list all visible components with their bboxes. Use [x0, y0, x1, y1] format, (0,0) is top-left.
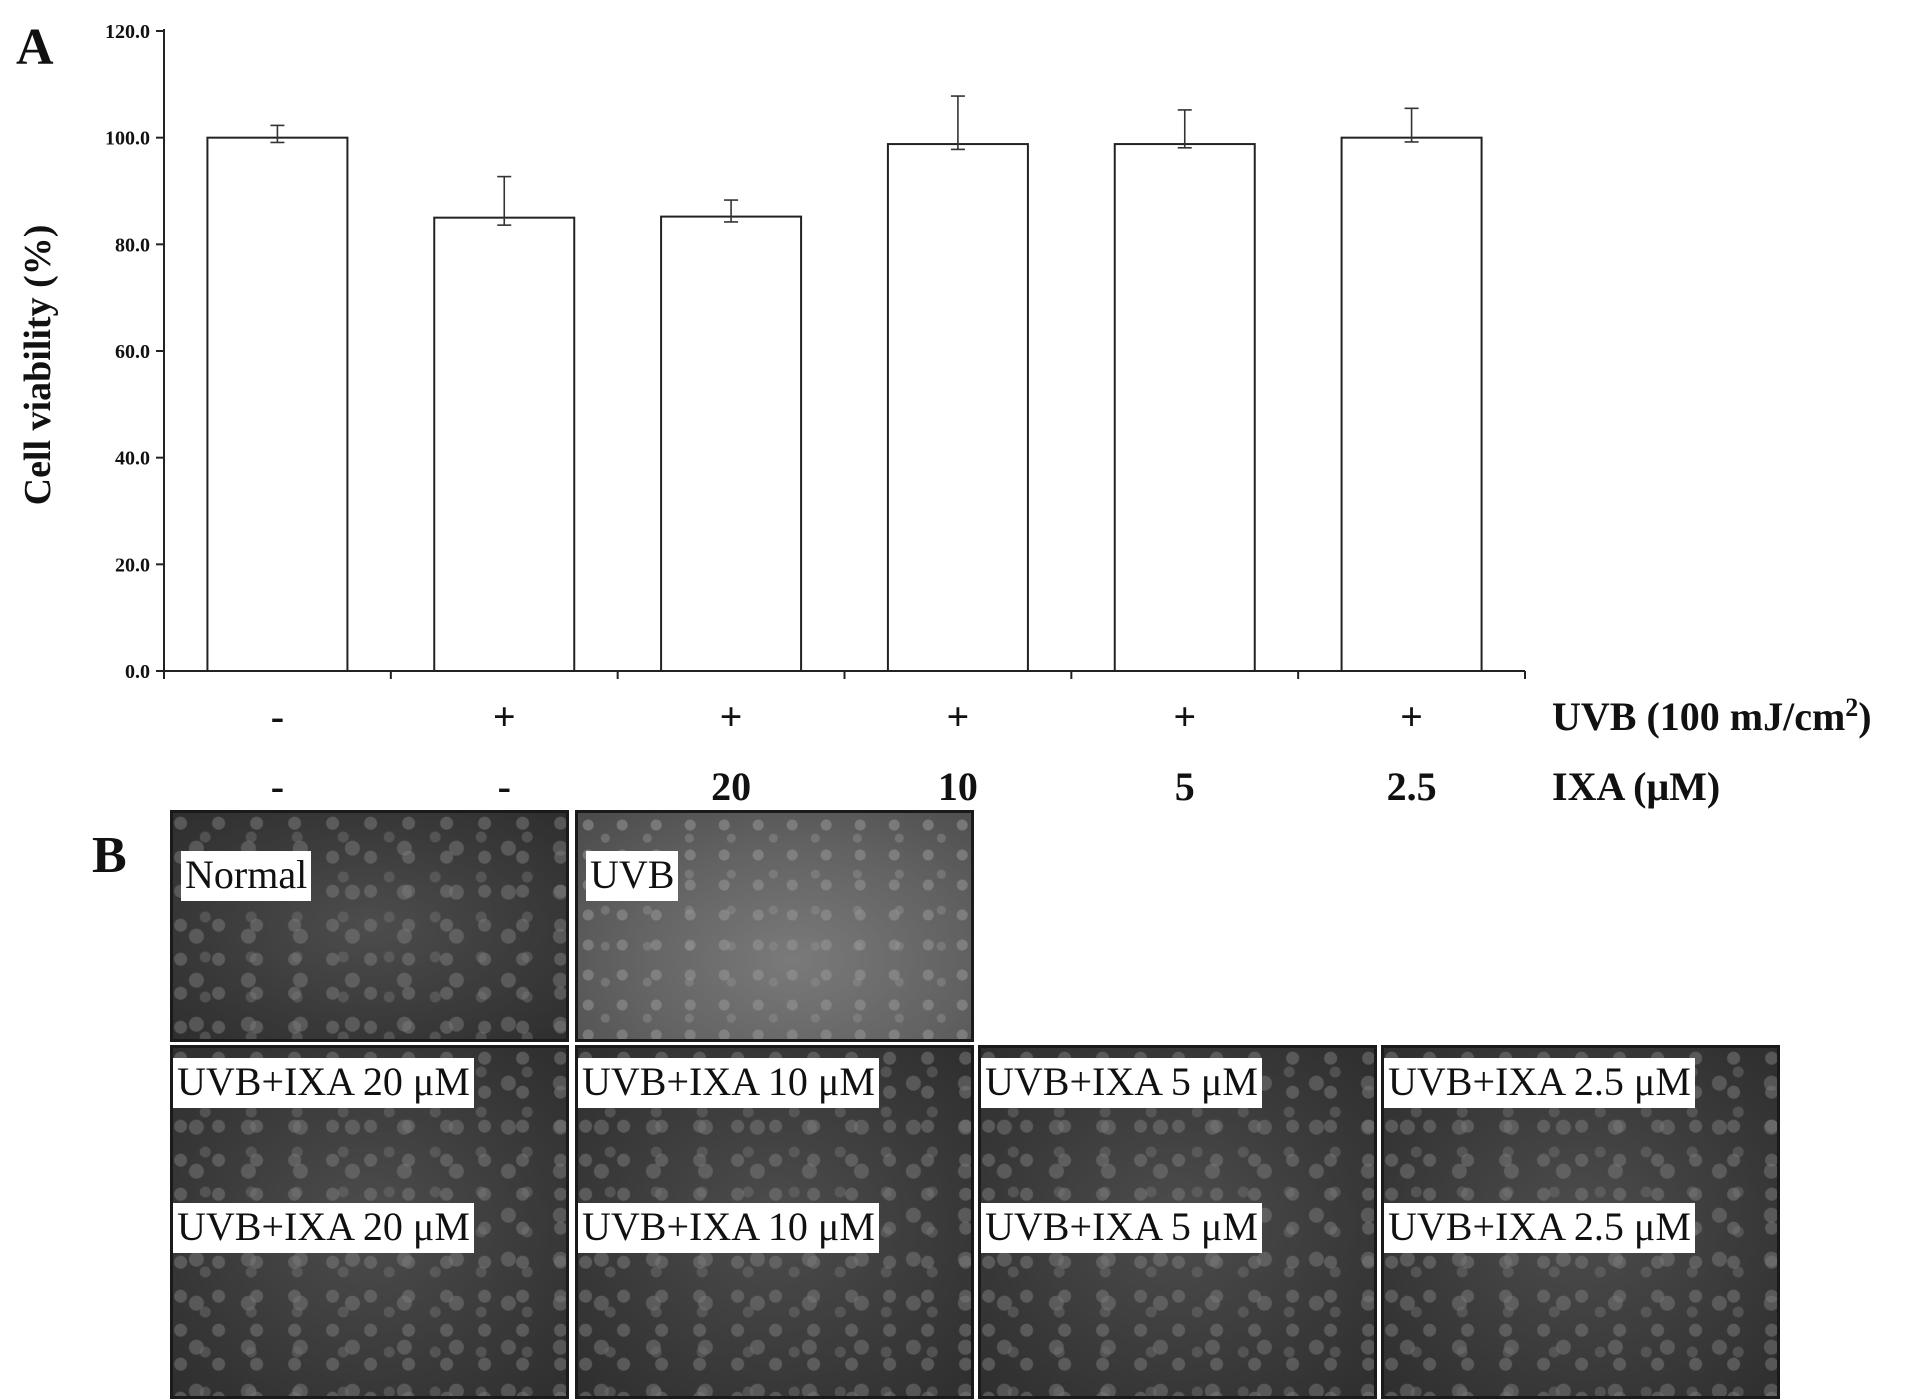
treatment-value: 5: [1175, 764, 1195, 809]
y-tick-label: 0.0: [125, 661, 150, 683]
micrograph-label: UVB+IXA 5 μM: [981, 1203, 1262, 1253]
micrograph-label: UVB+IXA 10 μM: [578, 1203, 879, 1253]
bar: [660, 215, 803, 672]
treatment-value: +: [947, 694, 970, 739]
panel-a-label: A: [16, 19, 54, 76]
chart-axes: 0.0 20.0 40.0 60.0 80.0 100.0 120.0: [105, 21, 1526, 683]
y-tick-label: 60.0: [115, 341, 150, 363]
treatment-value: +: [1173, 694, 1196, 739]
y-tick-label: 120.0: [105, 21, 150, 43]
treatment-row-label: UVB (100 mJ/cm2): [1552, 693, 1872, 739]
cell-viability-bar-chart: Cell viability (%) 0.0 20.0 40.0 60.0 80.0 10…: [17, 21, 1872, 809]
micrograph-panel: UVB+IXA 10 μM UVB+IXA 10 μM: [575, 1045, 974, 1399]
treatment-value: 20: [711, 764, 751, 809]
treatment-value: 2.5: [1387, 764, 1437, 809]
bar: [433, 216, 576, 673]
treatment-rows: - + + + + + UVB (100 mJ/cm2) - - 20 10 5 2.5 IXA (μM): [271, 693, 1872, 809]
micrograph-label: Normal: [181, 851, 312, 901]
y-tick-label: 100.0: [105, 128, 150, 150]
bar: [1340, 136, 1483, 672]
y-tick-label: 20.0: [115, 554, 150, 576]
y-tick-label: 40.0: [115, 448, 150, 470]
micrograph-label: UVB+IXA 20 μM: [173, 1058, 474, 1108]
treatment-value: +: [1400, 694, 1423, 739]
micrograph-label: UVB+IXA 5 μM: [981, 1058, 1262, 1108]
treatment-row-label: IXA (μM): [1552, 764, 1720, 809]
bar: [886, 143, 1029, 673]
y-axis-label: Cell viability (%): [17, 225, 59, 506]
treatment-value: -: [271, 764, 284, 809]
treatment-value: -: [498, 764, 511, 809]
bar: [206, 136, 349, 672]
treatment-value: 10: [938, 764, 978, 809]
y-tick-label: 80.0: [115, 234, 150, 256]
treatment-value: +: [720, 694, 743, 739]
treatment-value: +: [493, 694, 516, 739]
micrograph-panel: UVB+IXA 20 μM UVB+IXA 20 μM: [170, 1045, 569, 1399]
treatment-value: -: [271, 694, 284, 739]
micrograph-label: UVB: [586, 851, 679, 901]
micrograph-panel: UVB+IXA 5 μM UVB+IXA 5 μM: [978, 1045, 1377, 1399]
bar: [1113, 143, 1256, 673]
micrograph-label: UVB+IXA 20 μM: [173, 1203, 474, 1253]
chart-error-bars: [270, 95, 1419, 226]
micrograph-panel: Normal: [170, 810, 569, 1042]
micrograph-label: UVB+IXA 2.5 μM: [1384, 1203, 1695, 1253]
micrograph-label: UVB+IXA 10 μM: [578, 1058, 879, 1108]
panel-b-label: B: [92, 827, 127, 884]
micrograph-panel: UVB: [575, 810, 974, 1042]
chart-bars: [206, 136, 1483, 673]
micrograph-label: UVB+IXA 2.5 μM: [1384, 1058, 1695, 1108]
micrograph-panel: UVB+IXA 2.5 μM UVB+IXA 2.5 μM: [1381, 1045, 1780, 1399]
